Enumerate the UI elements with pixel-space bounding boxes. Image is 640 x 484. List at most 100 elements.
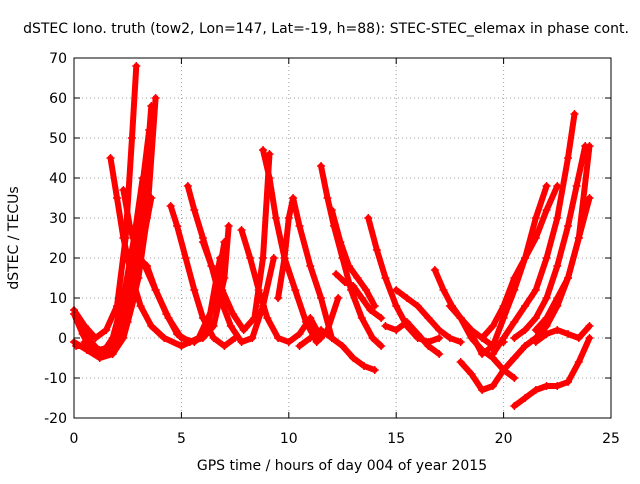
data-point [284,338,293,346]
data-series [198,150,274,334]
data-point [190,206,199,214]
data-point [510,354,519,362]
data-point [336,238,345,246]
data-point [499,314,508,322]
data-point [271,214,280,222]
data-point [392,286,401,294]
data-point [574,334,583,342]
y-axis-label: dSTEC / TECUs [6,186,22,289]
data-point [87,338,96,346]
data-point [542,322,551,330]
data-point [132,246,141,254]
data-series [392,286,465,346]
x-tick-label: 20 [495,431,513,447]
data-point [312,338,321,346]
series-trace [532,323,593,345]
data-point [166,202,175,210]
plot-frame [73,57,612,419]
data-point [207,262,216,270]
y-tick-label: 0 [58,331,67,347]
data-point [173,330,182,338]
data-point [445,302,454,310]
data-point [521,326,530,334]
data-point [127,134,136,142]
data-point [564,222,573,230]
data-point [478,334,487,342]
data-point [435,326,444,334]
data-series [488,110,579,358]
data-point [467,370,476,378]
data-point [381,274,390,282]
x-tick-label: 5 [177,431,186,447]
data-point [392,326,401,334]
data-point [542,294,551,302]
data-point [372,246,381,254]
data-point [246,254,255,262]
data-point [209,322,218,330]
y-tick-label: 20 [49,251,67,267]
data-point [510,334,519,342]
data-series [478,182,562,342]
y-tick-label: 30 [49,211,67,227]
x-axis-label: GPS time / hours of day 004 of year 2015 [197,458,487,474]
data-point [542,330,551,338]
data-point [553,262,562,270]
data-point [521,342,530,350]
data-point [136,302,145,310]
data-point [317,162,326,170]
data-point [349,354,358,362]
data-point [564,378,573,386]
data-point [295,342,304,350]
data-series [531,322,594,346]
data-point [237,338,246,346]
data-point [413,302,422,310]
data-point [542,182,551,190]
data-point [364,214,373,222]
data-point [585,142,594,150]
data-point [564,274,573,282]
data-series [166,202,240,350]
data-point [368,334,377,342]
series-trace [511,143,589,341]
data-series [381,318,444,358]
data-point [198,334,207,342]
series-trace [71,103,155,361]
chart-title: dSTEC Iono. truth (tow2, Lon=147, Lat=-1… [23,21,629,37]
data-point [553,382,562,390]
data-point [456,314,465,322]
data-point [542,314,551,322]
data-point [327,334,336,342]
x-tick-label: 0 [70,431,79,447]
data-point [510,374,519,382]
data-point [119,234,128,242]
data-point [218,286,227,294]
data-point [228,310,237,318]
data-points [70,62,594,410]
data-point [274,334,283,342]
data-point [531,386,540,394]
data-series [510,334,594,410]
series-trace [199,151,273,333]
data-point [456,338,465,346]
data-point [370,302,379,310]
data-point [97,350,106,358]
data-series [76,194,156,358]
data-point [542,382,551,390]
data-point [72,342,81,350]
data-point [585,322,594,330]
data-point [259,146,268,154]
data-point [119,186,128,194]
data-point [250,314,259,322]
x-tick-label: 10 [280,431,298,447]
series-trace [318,163,385,349]
data-point [269,254,278,262]
data-point [239,326,248,334]
data-point [306,334,315,342]
data-point [301,318,310,326]
series-trace [167,203,239,349]
data-point [220,342,229,350]
data-point [125,222,134,230]
data-point [108,346,117,354]
data-point [499,334,508,342]
